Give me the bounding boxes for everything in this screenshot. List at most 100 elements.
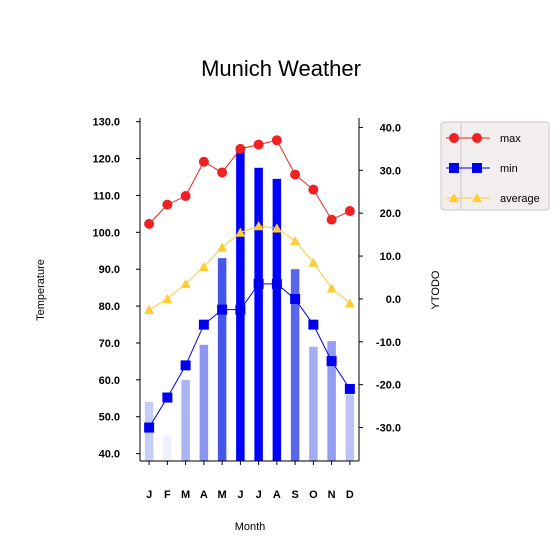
x-tick-label: F	[164, 489, 171, 501]
x-axis-label: Month	[235, 521, 266, 533]
series-point	[253, 278, 264, 289]
right-tick-label: 0.0	[386, 294, 401, 306]
left-tick-label: 50.0	[99, 412, 120, 424]
right-axis-ticks: -30.0 -20.0 -10.0 0.0 10.0 20.0 30.0 40.0	[359, 122, 401, 435]
bar	[217, 258, 227, 461]
series-point	[326, 214, 337, 225]
bar	[181, 379, 190, 461]
x-tick-label: D	[346, 489, 354, 501]
x-tick-label: A	[200, 489, 208, 501]
legend-marker	[472, 163, 482, 173]
y2-axis-label: YTODO	[430, 270, 442, 309]
series-point	[290, 236, 301, 246]
series-point	[271, 135, 282, 146]
bar	[327, 341, 336, 461]
legend-label: min	[500, 163, 518, 175]
series-line	[148, 139, 351, 225]
series-point	[271, 278, 282, 289]
right-tick-label: 30.0	[380, 165, 401, 177]
bar	[345, 394, 355, 461]
series-point	[162, 392, 173, 403]
series-point	[198, 319, 209, 330]
x-tick-label: M	[181, 489, 190, 501]
series-point	[144, 304, 155, 314]
legend-item-average: average	[446, 193, 540, 205]
bar	[163, 435, 172, 461]
bar	[272, 178, 282, 461]
legend-label: average	[500, 193, 540, 205]
series-min	[144, 278, 355, 433]
series-point	[144, 422, 155, 433]
series-point	[198, 156, 209, 167]
series-point	[344, 383, 355, 394]
left-tick-label: 90.0	[99, 264, 120, 276]
series-point	[308, 257, 319, 267]
right-tick-label: -10.0	[376, 337, 401, 349]
series-point	[235, 143, 246, 154]
legend-item-max: max	[446, 133, 521, 145]
series-point	[180, 191, 191, 202]
series-point	[344, 206, 355, 217]
left-axis-ticks: 40.0 50.0 60.0 70.0 80.0 90.0 100.0 110.0 120.0 1…	[92, 117, 140, 461]
right-tick-label: -20.0	[376, 380, 401, 392]
series-point	[217, 167, 228, 178]
series-point	[162, 199, 173, 210]
series-point	[344, 298, 355, 308]
bar	[199, 344, 209, 461]
series-max	[144, 135, 355, 229]
left-tick-label: 40.0	[99, 449, 120, 461]
left-tick-label: 130.0	[92, 117, 120, 129]
x-tick-label: J	[146, 489, 152, 501]
legend-label: max	[500, 133, 521, 145]
bar	[254, 167, 263, 461]
legend: max min average	[440, 121, 550, 211]
legend-marker	[449, 163, 459, 173]
left-tick-label: 70.0	[99, 338, 120, 350]
series-point	[217, 242, 228, 252]
left-tick-label: 80.0	[99, 301, 120, 313]
legend-item-min: min	[446, 163, 518, 175]
bar	[290, 269, 300, 461]
x-tick-label: M	[218, 489, 227, 501]
series-point	[308, 319, 319, 330]
left-tick-label: 60.0	[99, 375, 120, 387]
series-point	[290, 169, 301, 180]
right-tick-label: -30.0	[376, 423, 401, 435]
series-point	[326, 356, 337, 367]
left-tick-label: 100.0	[92, 227, 120, 239]
chart-title: Munich Weather	[201, 56, 361, 81]
x-tick-label: O	[309, 489, 318, 501]
legend-marker	[472, 193, 482, 203]
left-tick-label: 110.0	[93, 190, 120, 202]
series-point	[308, 184, 319, 195]
series-average	[144, 221, 355, 314]
line-series	[144, 135, 355, 433]
series-point	[217, 304, 228, 315]
series-point	[290, 293, 301, 304]
series-point	[162, 293, 173, 304]
x-tick-label: J	[237, 489, 243, 501]
bar	[236, 147, 245, 461]
series-point	[235, 304, 246, 315]
x-tick-label: N	[328, 489, 336, 501]
series-point	[198, 261, 209, 272]
left-tick-label: 120.0	[92, 154, 120, 166]
right-tick-label: 10.0	[380, 251, 401, 263]
right-tick-label: 20.0	[380, 208, 401, 220]
series-point	[253, 221, 264, 231]
x-tick-label: J	[256, 489, 262, 501]
bar	[309, 346, 318, 461]
x-tick-label: S	[291, 489, 298, 501]
bar-series	[144, 147, 355, 461]
series-point	[144, 218, 155, 229]
right-tick-label: 40.0	[380, 122, 401, 134]
series-point	[253, 139, 264, 150]
series-line	[148, 283, 351, 428]
series-point	[180, 360, 191, 371]
x-tick-label: A	[273, 489, 281, 501]
y-axis-label: Temperature	[35, 259, 47, 321]
series-point	[180, 278, 191, 289]
series-point	[271, 223, 282, 233]
